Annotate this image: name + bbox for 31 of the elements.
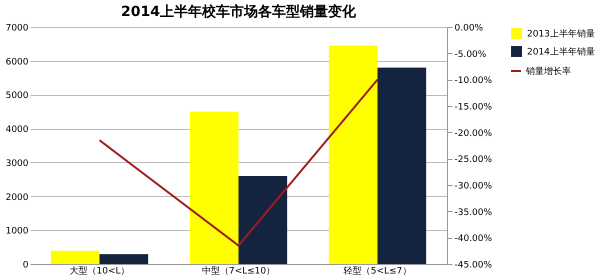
bar (190, 112, 238, 264)
y-tick-label: 5000 (6, 91, 29, 102)
y2-tick-label: -30.00% (454, 182, 493, 192)
chart-title: 2014上半年校车市场各车型销量变化 (121, 3, 357, 20)
legend-label: 销量增长率 (525, 66, 571, 77)
bar (50, 250, 100, 264)
legend-label: 2014上半年销量 (527, 46, 595, 58)
y2-tick-label: -40.00% (454, 234, 493, 244)
legend-label: 2013上半年销量 (527, 28, 595, 40)
bar (238, 176, 288, 264)
x-tick-label: 轻型（5<L≤7） (344, 266, 412, 276)
bar (378, 68, 426, 264)
y2-tick-label: -25.00% (454, 155, 493, 166)
x-tick-label: 中型（7<L≤10） (202, 266, 276, 276)
y2-tick-label: -20.00% (454, 128, 493, 139)
y-tick-label: 1000 (6, 226, 29, 237)
y-tick-label: 3000 (6, 158, 29, 169)
y-tick-label: 0 (22, 260, 29, 270)
y2-tick-label: -5.00% (454, 50, 487, 60)
y-tick-label: 6000 (6, 57, 29, 68)
y2-tick-label: 0.00% (454, 24, 484, 34)
y-tick-label: 7000 (6, 24, 29, 34)
y2-tick-label: -15.00% (454, 102, 493, 112)
y-tick-label: 4000 (6, 125, 29, 136)
x-tick-label: 大型（10<L） (69, 266, 130, 276)
y2-tick-label: -35.00% (454, 208, 493, 218)
y2-tick-label: -45.00% (454, 260, 493, 270)
bar (100, 254, 148, 264)
y2-tick-label: -10.00% (454, 76, 493, 86)
bar (328, 46, 378, 264)
y-tick-label: 2000 (6, 192, 29, 203)
